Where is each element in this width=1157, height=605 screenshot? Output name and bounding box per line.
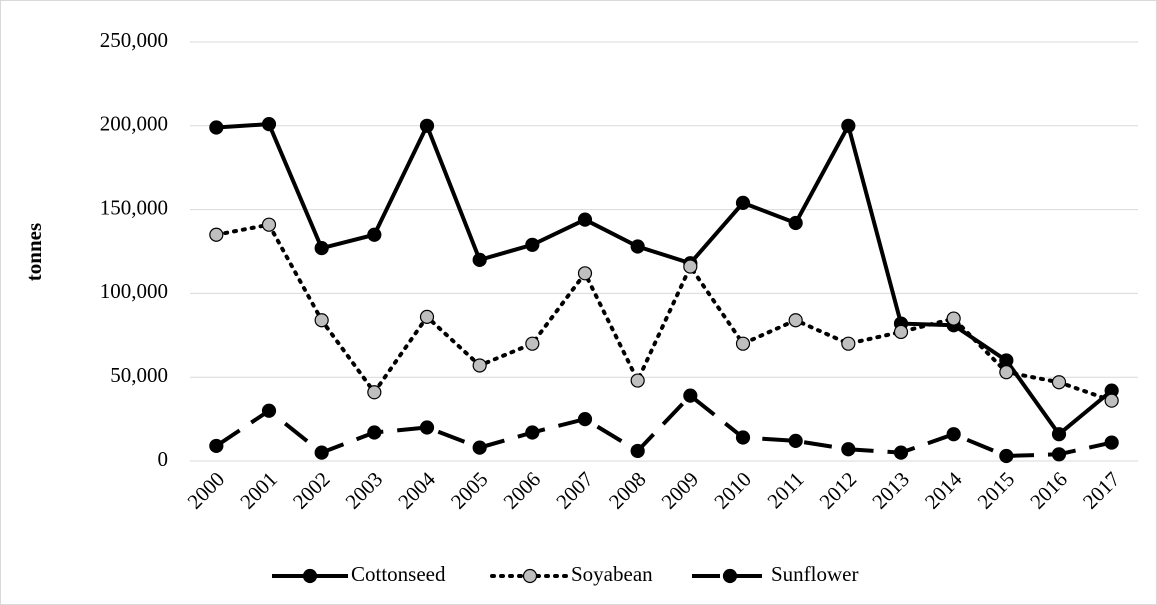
data-point bbox=[735, 336, 751, 351]
data-point bbox=[788, 313, 803, 328]
legend-label: Cottonseed bbox=[351, 562, 446, 586]
data-point bbox=[577, 412, 593, 427]
data-point bbox=[1051, 427, 1067, 442]
data-point bbox=[1051, 447, 1067, 462]
legend-label: Sunflower bbox=[771, 562, 859, 586]
data-point bbox=[209, 227, 224, 242]
data-point bbox=[630, 373, 645, 388]
data-point bbox=[683, 388, 698, 403]
data-point bbox=[735, 430, 751, 445]
data-point bbox=[946, 311, 961, 326]
data-point bbox=[577, 212, 593, 227]
data-point bbox=[261, 217, 277, 232]
series-line bbox=[215, 392, 1113, 458]
data-point bbox=[209, 438, 224, 454]
y-tick-label: 100,000 bbox=[100, 279, 168, 303]
data-point bbox=[209, 120, 224, 135]
y-tick-label: 250,000 bbox=[100, 28, 168, 52]
data-point bbox=[999, 448, 1014, 464]
data-point bbox=[788, 215, 803, 231]
data-point bbox=[419, 420, 435, 435]
data-point bbox=[893, 445, 909, 460]
data-point bbox=[367, 227, 382, 242]
data-point bbox=[1104, 435, 1119, 450]
legend-marker bbox=[302, 568, 318, 584]
legend-label: Soyabean bbox=[571, 562, 653, 586]
data-point bbox=[314, 313, 329, 328]
data-point bbox=[1051, 375, 1067, 390]
data-point bbox=[788, 433, 803, 448]
series-line bbox=[214, 222, 1114, 403]
data-point bbox=[999, 353, 1014, 368]
data-point bbox=[893, 324, 909, 340]
data-point bbox=[472, 358, 487, 373]
data-point bbox=[261, 403, 277, 418]
y-tick-label: 50,000 bbox=[110, 363, 168, 387]
data-point bbox=[367, 425, 382, 440]
data-point bbox=[419, 118, 435, 133]
data-point bbox=[683, 259, 698, 274]
data-point bbox=[1104, 393, 1119, 408]
data-point bbox=[314, 445, 329, 460]
data-point bbox=[419, 309, 435, 324]
y-axis-title: tonnes bbox=[22, 223, 46, 281]
data-point bbox=[946, 427, 961, 442]
series-line bbox=[216, 120, 1113, 438]
data-point bbox=[630, 443, 645, 459]
legend-marker bbox=[722, 568, 738, 584]
data-point bbox=[472, 440, 487, 455]
data-point bbox=[525, 336, 540, 351]
data-point bbox=[525, 237, 540, 252]
data-point bbox=[841, 442, 856, 457]
legend-marker bbox=[522, 568, 538, 584]
y-tick-label: 150,000 bbox=[100, 195, 168, 219]
data-point bbox=[261, 117, 277, 132]
data-point bbox=[999, 365, 1014, 380]
y-tick-label: 0 bbox=[158, 447, 169, 471]
y-tick-label: 200,000 bbox=[100, 112, 168, 136]
data-point bbox=[630, 239, 645, 254]
data-point bbox=[525, 425, 540, 440]
data-point bbox=[841, 118, 856, 133]
data-point bbox=[472, 252, 487, 267]
data-point bbox=[735, 195, 751, 210]
data-point bbox=[367, 385, 382, 400]
data-point bbox=[577, 266, 593, 281]
data-point bbox=[314, 241, 329, 256]
data-point bbox=[841, 336, 856, 351]
